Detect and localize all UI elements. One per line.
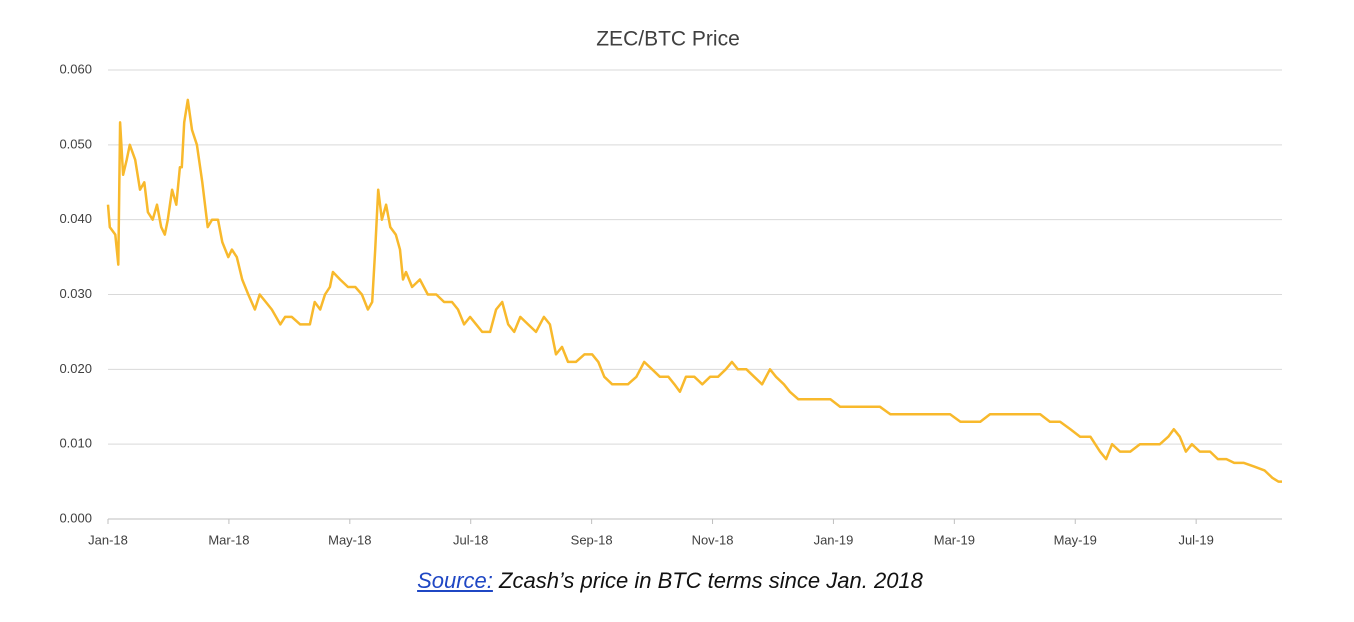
y-tick-label: 0.010 — [59, 436, 92, 451]
y-tick-label: 0.020 — [59, 361, 92, 376]
caption-text: Zcash’s price in BTC terms since Jan. 20… — [492, 568, 923, 593]
y-tick-label: 0.050 — [59, 136, 92, 151]
y-tick-label: 0.040 — [59, 211, 92, 226]
x-tick-label: Jul-18 — [453, 532, 488, 547]
x-tick-label: Jul-19 — [1178, 532, 1213, 547]
x-tick-label: Jan-18 — [88, 532, 128, 547]
x-tick-label: Sep-18 — [571, 532, 613, 547]
x-tick-label: May-19 — [1054, 532, 1097, 547]
y-tick-label: 0.060 — [59, 61, 92, 76]
x-tick-label: Nov-18 — [692, 532, 734, 547]
x-tick-label: Mar-19 — [934, 532, 975, 547]
chart: ZEC/BTC Price 0.000 0.010 0.020 0.030 0.040 0… — [59, 28, 1282, 547]
y-tick-label: 0.000 — [59, 510, 92, 525]
chart-title: ZEC/BTC Price — [596, 28, 740, 51]
price-line — [106, 98, 1282, 483]
source-link[interactable]: Source: — [417, 568, 493, 593]
x-tick-label: May-18 — [328, 532, 371, 547]
x-tick-label: Jan-19 — [814, 532, 854, 547]
x-tick-label: Mar-18 — [208, 532, 249, 547]
y-tick-label: 0.030 — [59, 286, 92, 301]
caption: Source: Zcash’s price in BTC terms since… — [0, 568, 1340, 594]
